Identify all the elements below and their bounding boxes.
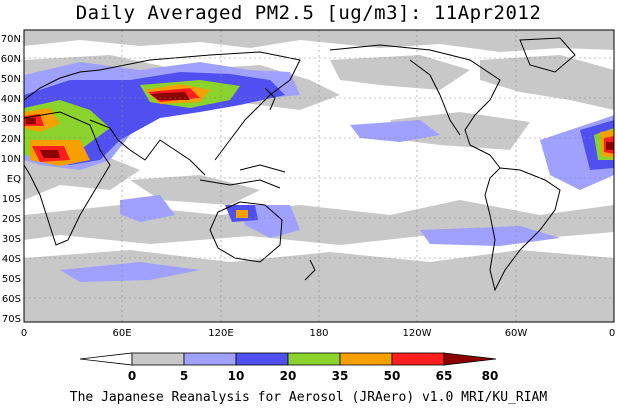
lat-label: 70N (1, 34, 21, 45)
lon-label: 180 (309, 328, 328, 339)
lon-label: 120E (208, 328, 233, 339)
colorbar-segment (443, 352, 497, 366)
colorbar-label: 35 (332, 369, 349, 383)
lat-label: 40S (2, 254, 21, 265)
lat-label: 20S (2, 214, 21, 225)
colorbar-label: 0 (128, 369, 136, 383)
footer-credit: The Japanese Reanalysis for Aerosol (JRA… (69, 390, 548, 405)
lon-label: 0 (21, 328, 27, 339)
lat-label: 60S (2, 294, 21, 305)
lat-label: 50S (2, 274, 21, 285)
colorbar-segment (79, 352, 133, 366)
colorbar-segment (287, 352, 341, 366)
lat-label: 10S (2, 194, 21, 205)
lat-label: 10N (1, 154, 21, 165)
colorbar: 0 5 10 20 35 50 65 80 (79, 352, 499, 383)
colorbar-segment (131, 352, 185, 366)
latitude-labels: 70N 60N 50N 40N 30N 20N 10N EQ 10S 20S 3… (1, 34, 21, 325)
lat-label: 30S (2, 234, 21, 245)
lon-label: 0 (609, 328, 615, 339)
coastlines (24, 37, 576, 292)
lat-label: EQ (7, 174, 21, 185)
graticule (24, 30, 614, 322)
map-title: Daily Averaged PM2.5 [ug/m3]: 11Apr2012 (75, 2, 542, 24)
lat-label: 30N (1, 114, 21, 125)
lat-label: 60N (1, 54, 21, 65)
longitude-labels: 0 60E 120E 180 120W 60W 0 (21, 328, 615, 339)
colorbar-segment (391, 352, 445, 366)
colorbar-label: 65 (436, 369, 453, 383)
lat-label: 50N (1, 74, 21, 85)
colorbar-segment (183, 352, 237, 366)
colorbar-label: 80 (482, 369, 499, 383)
lat-label: 20N (1, 134, 21, 145)
colorbar-label: 5 (180, 369, 188, 383)
concentration-field (24, 30, 614, 322)
lat-label: 40N (1, 94, 21, 105)
lat-label: 70S (2, 314, 21, 325)
colorbar-segment (339, 352, 393, 366)
lon-label: 120W (403, 328, 432, 339)
map-frame (23, 29, 615, 323)
colorbar-label: 10 (228, 369, 245, 383)
colorbar-label: 50 (384, 369, 401, 383)
colorbar-segment (235, 352, 289, 366)
lon-label: 60E (112, 328, 131, 339)
colorbar-label: 20 (280, 369, 297, 383)
lon-label: 60W (505, 328, 528, 339)
